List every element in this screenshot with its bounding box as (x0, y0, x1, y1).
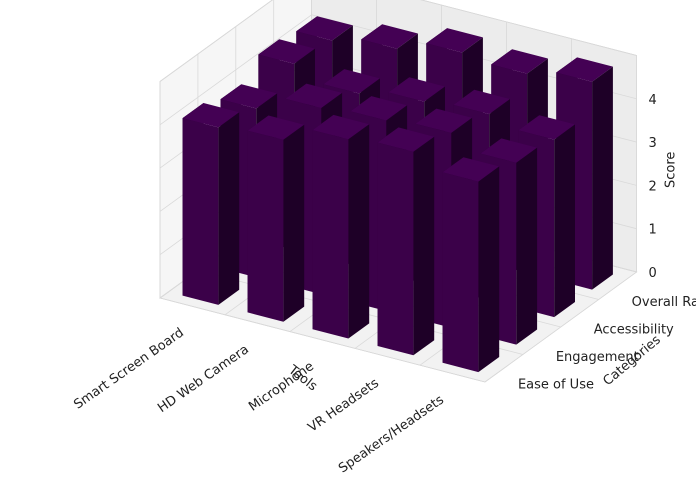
bar-right-face (554, 124, 575, 318)
bar-front-face (247, 130, 284, 322)
floor-grid-y (159, 297, 486, 383)
bar-top-face (361, 24, 418, 49)
z-tick-label: 2 (648, 179, 656, 194)
bar-1-0 (247, 115, 305, 322)
bar-top-face (491, 49, 548, 74)
bar-right-face (516, 147, 538, 345)
bar-right-face (218, 112, 240, 305)
bar-top-face (426, 28, 483, 53)
y-tick-label: Engagement (556, 350, 639, 365)
z-tick-label: 0 (648, 266, 656, 281)
bar-front-face (182, 118, 219, 305)
bar-top-face (285, 83, 343, 108)
bar-2-0 (312, 114, 370, 339)
bar-right-face (478, 166, 500, 373)
bar-top-face (377, 127, 435, 152)
bar-front-face (442, 172, 479, 373)
bar-top-face (388, 77, 445, 102)
bar-top-face (453, 89, 510, 115)
bar-top-face (220, 84, 278, 109)
z-tick-label: 1 (648, 223, 656, 238)
bar-right-face (592, 66, 613, 290)
bar-top-face (442, 157, 500, 182)
bar-top-face (323, 69, 380, 94)
bar-right-face (348, 124, 370, 339)
bar-top-face (312, 114, 370, 140)
z-axis-title: Score (664, 152, 679, 188)
bar-right-face (413, 136, 435, 356)
y-tick-label: Accessibility (594, 322, 674, 337)
back-grid-z (420, 0, 637, 56)
bar-top-face (556, 57, 613, 82)
chart-bars (182, 16, 613, 373)
bar-top-face (258, 39, 315, 64)
bar-top-face (480, 138, 538, 163)
bar-3-0 (377, 127, 435, 356)
bar-top-face (182, 103, 240, 128)
z-tick-label: 3 (648, 136, 656, 151)
bar-front-face (312, 130, 349, 339)
y-tick-label: Ease of Use (518, 377, 594, 392)
y-tick-label: Overall Rating (632, 295, 696, 310)
bar-right-face (283, 124, 305, 322)
bar-top-face (247, 115, 305, 140)
bar-top-face (415, 108, 473, 133)
x-tick-label: HD Web Camera (155, 342, 252, 416)
bar-top-face (518, 115, 575, 140)
bar-4-0 (442, 157, 500, 373)
bar-0-0 (182, 103, 240, 305)
bar-front-face (377, 142, 414, 356)
z-tick-label: 4 (648, 93, 656, 108)
bar-top-face (296, 16, 353, 41)
bar-top-face (350, 96, 408, 121)
